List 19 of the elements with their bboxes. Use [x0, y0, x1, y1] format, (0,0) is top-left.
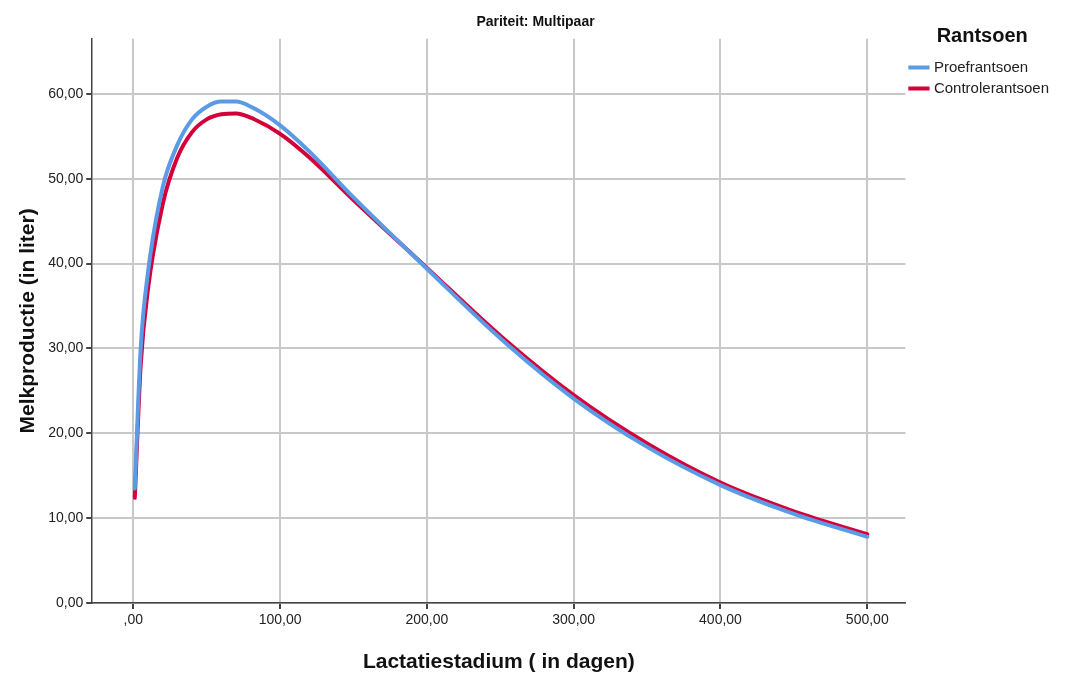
- y-tick-label: 60,00: [48, 84, 84, 101]
- legend-label: Proefrantsoen: [933, 57, 1029, 75]
- x-tick-label: 100,00: [258, 611, 302, 628]
- y-tick-label: 10,00: [48, 509, 84, 526]
- y-tick-label: 40,00: [48, 254, 84, 271]
- y-tick-label: 0,00: [55, 593, 84, 610]
- y-tick-label: 50,00: [48, 169, 84, 186]
- y-tick-label: 30,00: [48, 339, 84, 356]
- x-tick-label: ,00: [123, 611, 144, 628]
- x-tick-label: 200,00: [405, 611, 449, 628]
- legend-title: Rantsoen: [936, 23, 1028, 46]
- x-axis-title: Lactatiestadium ( in dagen): [362, 649, 635, 673]
- chart-title: Pariteit: Multipaar: [476, 13, 596, 30]
- legend-label: Controlerantsoen: [933, 78, 1050, 96]
- y-axis-title: Melkproductie (in liter): [15, 208, 39, 434]
- x-tick-label: 300,00: [552, 611, 596, 628]
- y-tick-label: 20,00: [48, 424, 84, 441]
- x-tick-label: 400,00: [699, 611, 743, 628]
- x-tick-label: 500,00: [845, 611, 889, 628]
